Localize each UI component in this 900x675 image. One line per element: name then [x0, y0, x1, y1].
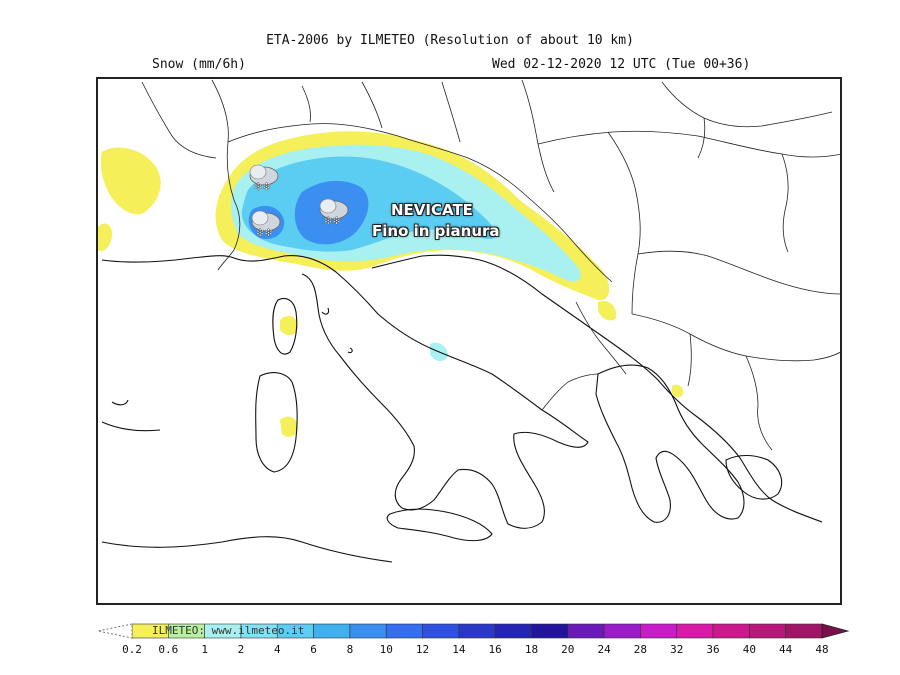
- legend-left-arrow: [97, 623, 133, 639]
- borders: [141, 79, 840, 451]
- svg-text:✻✻: ✻✻: [324, 216, 341, 227]
- chart-title: ETA-2006 by ILMETEO (Resolution of about…: [266, 33, 634, 48]
- legend-cell: [385, 623, 423, 639]
- legend-tick-label: 16: [489, 643, 502, 656]
- map-canvas: ✻✻ ✻✻ ✻✻: [98, 79, 840, 563]
- snow-field-small-sardinia: [280, 416, 298, 437]
- snow-field-small-corsica: [280, 315, 298, 336]
- legend-tick-label: 20: [561, 643, 574, 656]
- legend-watermark: ILMETEO: www.ilmeteo.it: [152, 624, 304, 637]
- legend-tick-label: 6: [310, 643, 317, 656]
- legend-cell: [749, 623, 786, 639]
- legend-tick-label: 8: [347, 643, 354, 656]
- legend-cell: [567, 623, 605, 639]
- snow-cloud-icon-2: ✻✻: [251, 210, 281, 239]
- snow-field-small-balkan: [598, 300, 617, 321]
- legend-tick-label: 2: [238, 643, 245, 656]
- legend-cell: [494, 623, 532, 639]
- legend-tick-label: 40: [743, 643, 756, 656]
- legend-cell: [785, 623, 823, 639]
- legend-cell: [422, 623, 460, 639]
- coastlines: [101, 254, 823, 563]
- legend-cell: [204, 623, 242, 639]
- svg-text:✻✻: ✻✻: [256, 228, 273, 239]
- snow-cloud-icon-3: ✻✻: [319, 198, 349, 227]
- snow-field-west: [100, 147, 161, 215]
- legend-tick-label: 48: [815, 643, 828, 656]
- legend-cell: [240, 623, 278, 639]
- legend-tick-label: 24: [597, 643, 611, 656]
- legend-tick-label: 4: [274, 643, 281, 656]
- snowfall-annotation-title: NEVICATE: [391, 201, 473, 219]
- legend-tick-label: 36: [706, 643, 719, 656]
- svg-text:✻✻: ✻✻: [254, 182, 271, 193]
- legend-color-cells: [131, 623, 823, 639]
- snow-field-west-2: [98, 223, 112, 252]
- legend-tick-label: 12: [416, 643, 429, 656]
- legend-cell: [603, 623, 641, 639]
- legend-cell: [676, 623, 714, 639]
- legend-cell: [640, 623, 678, 639]
- legend-tick-label: 0.2: [122, 643, 142, 656]
- legend-cell: [131, 623, 169, 639]
- legend-tick-label: 32: [670, 643, 683, 656]
- legend-right-arrow: [821, 623, 850, 639]
- legend-cell: [712, 623, 750, 639]
- legend-tick-label: 0.6: [158, 643, 178, 656]
- variable-label: Snow (mm/6h): [152, 57, 246, 72]
- legend-tick-label: 28: [634, 643, 647, 656]
- legend-tick-label: 14: [452, 643, 466, 656]
- legend-cell: [276, 623, 314, 639]
- legend-cell: [458, 623, 496, 639]
- legend-cell: [349, 623, 387, 639]
- snowfall-annotation-subtitle: Fino in pianura: [372, 222, 500, 240]
- legend-tick-label: 10: [380, 643, 393, 656]
- legend-tick-labels: 0.2 0.6 1 2 4 6 8 10 12 14 16 18 20 24 28 32 36 40 44 48: [122, 643, 829, 656]
- snow-cloud-icon-1: ✻✻: [249, 164, 279, 193]
- map-panel: ✻✻ ✻✻ ✻✻: [96, 77, 842, 605]
- snow-field-small-greece: [671, 384, 684, 398]
- legend-tick-label: 18: [525, 643, 538, 656]
- legend-tick-label: 1: [201, 643, 208, 656]
- legend-cell: [168, 623, 205, 639]
- legend-cell: [313, 623, 351, 639]
- forecast-time-label: Wed 02-12-2020 12 UTC (Tue 00+36): [492, 57, 751, 72]
- legend-cell: [531, 623, 569, 639]
- legend-tick-label: 44: [779, 643, 793, 656]
